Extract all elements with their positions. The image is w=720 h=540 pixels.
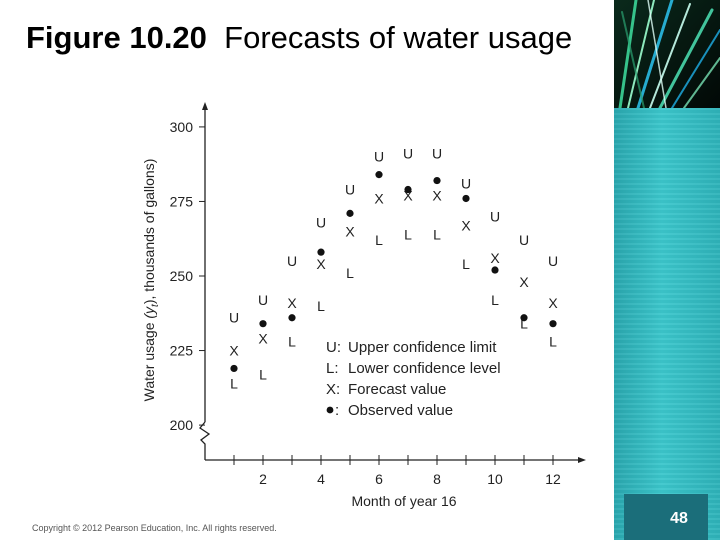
page-number-box bbox=[624, 494, 708, 540]
upper-limit-point: U bbox=[432, 146, 442, 162]
x-tick-label: 10 bbox=[487, 471, 503, 487]
x-tick-label: 12 bbox=[545, 471, 561, 487]
y-tick-label: 275 bbox=[170, 193, 194, 209]
upper-limit-point: U bbox=[316, 214, 326, 230]
lower-limit-point: L bbox=[288, 334, 296, 350]
figure-number: Figure 10.20 bbox=[26, 20, 207, 55]
legend-label: Observed value bbox=[348, 402, 453, 419]
forecast-point: X bbox=[345, 223, 355, 239]
legend-label: Upper confidence limit bbox=[348, 339, 497, 356]
lower-limit-point: L bbox=[346, 265, 354, 281]
figure-caption: Forecasts of water usage bbox=[224, 20, 573, 55]
slide-content-area bbox=[0, 0, 614, 540]
lower-limit-point: L bbox=[433, 226, 441, 242]
forecast-point: X bbox=[229, 343, 239, 359]
y-tick-label: 200 bbox=[170, 417, 194, 433]
page-number: 48 bbox=[670, 510, 688, 527]
observed-point bbox=[549, 320, 557, 328]
legend-key: X: bbox=[326, 381, 340, 398]
forecast-point: X bbox=[403, 187, 413, 203]
observed-point bbox=[375, 171, 383, 179]
observed-point bbox=[259, 320, 267, 328]
forecast-point: X bbox=[432, 187, 442, 203]
forecast-point: X bbox=[258, 331, 268, 347]
legend-key: L: bbox=[326, 360, 339, 377]
observed-point bbox=[433, 176, 441, 185]
legend-label: Lower confidence level bbox=[348, 360, 501, 377]
legend-label: Forecast value bbox=[348, 381, 446, 398]
upper-limit-point: U bbox=[519, 232, 529, 248]
x-tick-label: 2 bbox=[259, 471, 267, 487]
glowing-lines-graphic bbox=[614, 0, 720, 108]
upper-limit-point: U bbox=[490, 208, 500, 224]
water-usage-chart: 2 4 6 8 10 12 200 225 250 275 300 Month of year 16 W… bbox=[130, 100, 600, 520]
y-axis-arrow bbox=[202, 102, 208, 110]
forecast-point: X bbox=[490, 250, 500, 266]
x-tick-label: 6 bbox=[375, 471, 383, 487]
lower-limit-point: L bbox=[317, 298, 325, 314]
y-tick-label: 225 bbox=[170, 343, 194, 359]
forecast-point: X bbox=[548, 295, 558, 311]
forecast-point: X bbox=[461, 217, 471, 233]
slide-title: Figure 10.20 Forecasts of water usage bbox=[26, 18, 606, 58]
observed-point bbox=[404, 185, 412, 194]
observed-point bbox=[317, 248, 325, 256]
lower-limit-point: L bbox=[375, 232, 383, 248]
forecast-point: X bbox=[519, 274, 529, 290]
observed-point bbox=[288, 314, 296, 322]
observed-point bbox=[346, 209, 354, 217]
y-axis-label: Water usage (yt), thousands of gallons) bbox=[141, 159, 161, 402]
lower-limit-point: L bbox=[404, 226, 412, 242]
upper-limit-point: U bbox=[461, 176, 471, 192]
corner-decoration-image bbox=[614, 0, 720, 108]
upper-limit-point: U bbox=[345, 182, 355, 198]
forecast-point: X bbox=[316, 256, 326, 272]
lower-limit-point: L bbox=[259, 366, 267, 382]
lower-limit-point: L bbox=[549, 334, 557, 350]
x-tick-label: 4 bbox=[317, 471, 325, 487]
y-tick-label: 300 bbox=[170, 119, 194, 135]
lower-limit-point: L bbox=[462, 256, 470, 272]
lower-limit-point: L bbox=[230, 375, 238, 391]
legend-key: U: bbox=[326, 339, 341, 356]
observed-point bbox=[230, 364, 238, 373]
x-axis-label: Month of year 16 bbox=[351, 493, 456, 509]
y-tick-label: 250 bbox=[170, 268, 194, 284]
lower-limit-point: L bbox=[520, 316, 528, 332]
legend-observed-marker bbox=[326, 406, 334, 414]
upper-limit-point: U bbox=[548, 253, 558, 269]
observed-point bbox=[491, 266, 499, 274]
upper-limit-point: U bbox=[258, 292, 268, 308]
copyright-notice: Copyright © 2012 Pearson Education, Inc.… bbox=[32, 523, 277, 533]
upper-limit-point: U bbox=[229, 310, 239, 326]
forecast-point: X bbox=[374, 190, 384, 206]
x-axis-arrow bbox=[578, 457, 586, 463]
legend-key: : bbox=[335, 402, 339, 419]
upper-limit-point: U bbox=[374, 149, 384, 165]
forecast-point: X bbox=[287, 295, 297, 311]
y-axis-break bbox=[199, 421, 211, 460]
x-tick-label: 8 bbox=[433, 471, 441, 487]
lower-limit-point: L bbox=[491, 292, 499, 308]
upper-limit-point: U bbox=[403, 146, 413, 162]
chart-svg: 2 4 6 8 10 12 200 225 250 275 300 Month of year 16 W… bbox=[141, 102, 586, 509]
observed-point bbox=[462, 194, 470, 203]
upper-limit-point: U bbox=[287, 253, 297, 269]
observed-point bbox=[520, 314, 528, 322]
